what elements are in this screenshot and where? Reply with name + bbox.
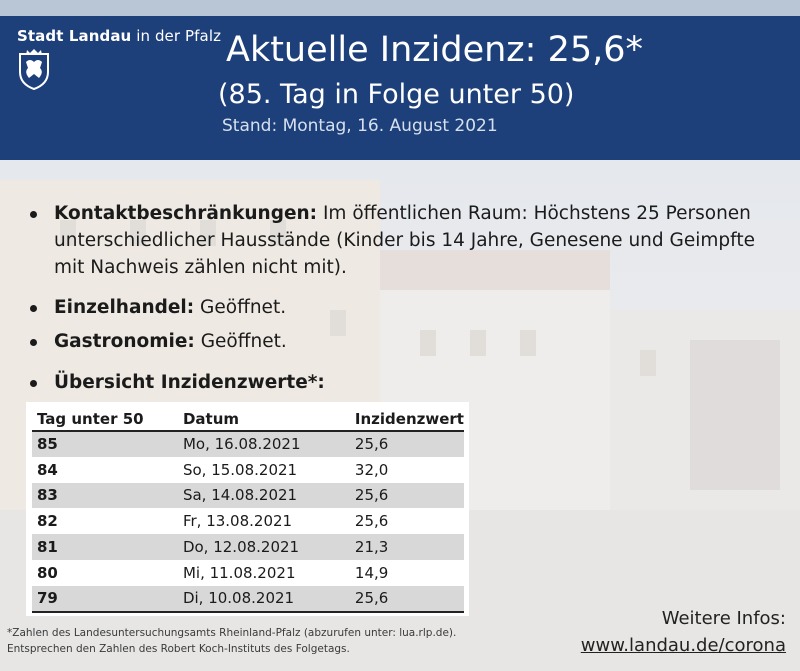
footnote-line-1: *Zahlen des Landesuntersuchungsamts Rhei… — [7, 627, 457, 639]
table-cell: 85 — [32, 431, 178, 457]
table-cell: Di, 10.08.2021 — [177, 585, 350, 613]
column-header: Tag unter 50 — [32, 407, 178, 432]
brand-name-main: Stadt Landau — [17, 27, 132, 45]
bullet-dot-icon — [30, 211, 37, 218]
bullet-label: Gastronomie: — [54, 331, 195, 352]
table-row: 80 Mi, 11.08.2021 14,9 — [32, 560, 464, 586]
brand-name-rest: in der Pfalz — [131, 27, 222, 45]
table-cell: 82 — [37, 512, 58, 531]
list-item: Gastronomie: Geöffnet. — [26, 328, 786, 355]
header-top-strip — [0, 0, 800, 16]
header-bar: Stadt Landau in der Pfalz Aktuelle Inzid… — [0, 0, 800, 160]
incidence-subtitle: (85. Tag in Folge unter 50) — [218, 79, 575, 110]
list-item: Übersicht Inzidenzwerte*: — [26, 369, 786, 396]
brand-name: Stadt Landau in der Pfalz — [17, 27, 221, 45]
table-cell: Mo, 16.08.2021 — [177, 431, 350, 457]
more-info: Weitere Infos: www.landau.de/corona — [581, 605, 786, 659]
column-header: Inzidenzwert — [349, 407, 464, 432]
bullet-dot-icon — [30, 339, 37, 346]
table-cell: 25,6 — [349, 585, 464, 613]
bullet-dot-icon — [30, 380, 37, 387]
footnote: *Zahlen des Landesuntersuchungsamts Rhei… — [7, 625, 456, 657]
table-row: 84 So, 15.08.2021 32,0 — [32, 457, 464, 483]
table-cell: 80 — [37, 563, 58, 582]
table-cell: 14,9 — [354, 563, 389, 582]
table-cell: 21,3 — [349, 534, 464, 560]
bullet-dot-icon — [30, 305, 37, 312]
table-cell: 25,6 — [349, 482, 464, 509]
table-cell: 84 — [37, 460, 58, 479]
table-cell: Fr, 13.08.2021 — [182, 512, 293, 531]
bullet-text: Im öffentlichen Raum: Höchstens 25 Perso… — [54, 203, 755, 278]
table-cell: 25,6 — [354, 512, 389, 531]
table-row: 83 Sa, 14.08.2021 25,6 — [32, 482, 464, 509]
incidence-table: Tag unter 50 Datum Inzidenzwert 85 Mo, 1… — [32, 407, 464, 613]
bullet-text: Geöffnet. — [194, 297, 287, 318]
status-date: Stand: Montag, 16. August 2021 — [222, 116, 498, 136]
list-item: Kontaktbeschränkungen: Im öffentlichen R… — [26, 200, 786, 281]
bullet-label: Übersicht Inzidenzwerte*: — [54, 372, 325, 393]
table-cell: Sa, 14.08.2021 — [177, 482, 350, 509]
table-row: 81 Do, 12.08.2021 21,3 — [32, 534, 464, 560]
incidence-table-panel: Tag unter 50 Datum Inzidenzwert 85 Mo, 1… — [26, 402, 469, 616]
table-cell: 81 — [32, 534, 178, 560]
footnote-line-2: Entsprechen den Zahlen des Robert Koch-I… — [7, 643, 350, 655]
table-cell: Mi, 11.08.2021 — [182, 563, 296, 582]
table-cell: So, 15.08.2021 — [182, 460, 298, 479]
bullet-label: Einzelhandel: — [54, 297, 195, 318]
column-header: Datum — [177, 407, 350, 432]
table-row: 79 Di, 10.08.2021 25,6 — [32, 585, 464, 613]
incidence-title: Aktuelle Inzidenz: 25,6* — [226, 30, 644, 70]
more-info-label: Weitere Infos: — [661, 608, 786, 629]
table-cell: 25,6 — [349, 431, 464, 457]
table-cell: 79 — [32, 585, 178, 613]
list-item: Einzelhandel: Geöffnet. — [26, 294, 786, 321]
more-info-link[interactable]: www.landau.de/corona — [580, 635, 786, 656]
table-header-row: Tag unter 50 Datum Inzidenzwert — [32, 407, 464, 432]
table-cell: Do, 12.08.2021 — [177, 534, 350, 560]
bullet-text: Geöffnet. — [194, 331, 287, 352]
table-cell: 32,0 — [354, 460, 389, 479]
city-crest-icon — [19, 49, 49, 90]
table-row: 82 Fr, 13.08.2021 25,6 — [32, 508, 464, 534]
table-cell: 83 — [32, 482, 178, 509]
bullet-label: Kontaktbeschränkungen: — [54, 203, 318, 224]
table-row: 85 Mo, 16.08.2021 25,6 — [32, 431, 464, 457]
